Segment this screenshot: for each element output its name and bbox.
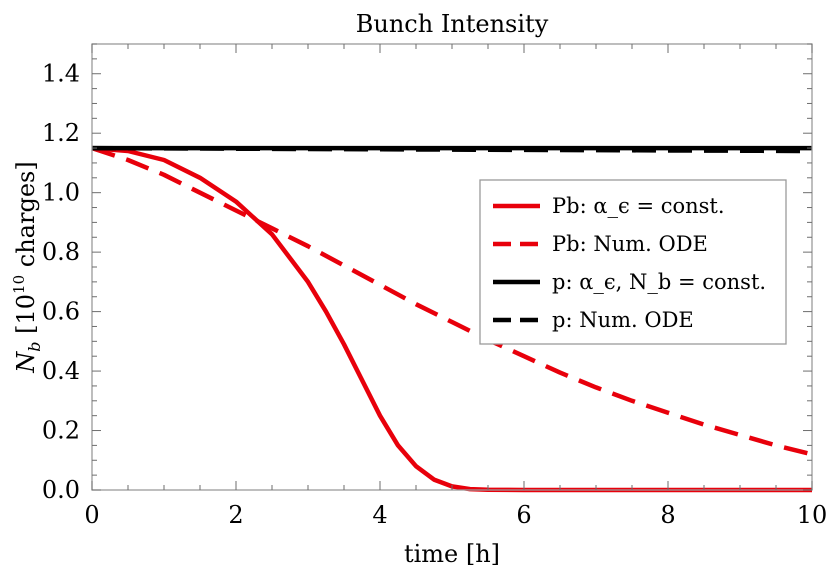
x-tick-label: 2: [228, 501, 243, 529]
legend-label-4: p: Num. ODE: [552, 308, 694, 332]
x-tick-label: 6: [516, 501, 531, 529]
x-tick-label: 0: [84, 501, 99, 529]
legend-label-3: p: α_ϵ, N_b = const.: [552, 270, 766, 294]
y-tick-label: 1.4: [42, 60, 80, 88]
y-tick-label: 0.2: [42, 417, 80, 445]
x-tick-labels: 0 2 4 6 8 10: [84, 501, 827, 529]
y-tick-label: 0.4: [42, 357, 80, 385]
chart-title: Bunch Intensity: [356, 10, 549, 38]
x-tick-label: 10: [797, 501, 828, 529]
y-tick-label: 0.8: [42, 238, 80, 266]
x-axis-title: time [h]: [404, 540, 500, 568]
series-line-2: [91, 145, 813, 457]
y-tick-labels: 0.0 0.2 0.4 0.6 0.8 1.0 1.2 1.4: [42, 60, 80, 504]
series-line-4: [91, 145, 813, 154]
y-tick-label: 1.2: [42, 119, 80, 147]
legend-label-1: Pb: α_ϵ = const.: [552, 194, 725, 218]
legend-label-2: Pb: Num. ODE: [552, 232, 708, 256]
axis-ticks: [91, 43, 813, 491]
x-tick-label: 8: [660, 501, 675, 529]
legend: Pb: α_ϵ = const. Pb: Num. ODE p: α_ϵ, N_b …: [479, 179, 787, 345]
x-tick-label: 4: [372, 501, 387, 529]
y-axis-title: Nb [1010 charges]: [10, 161, 44, 373]
y-tick-label: 0.0: [42, 476, 80, 504]
y-tick-label: 1.0: [42, 179, 80, 207]
y-tick-label: 0.6: [42, 298, 80, 326]
